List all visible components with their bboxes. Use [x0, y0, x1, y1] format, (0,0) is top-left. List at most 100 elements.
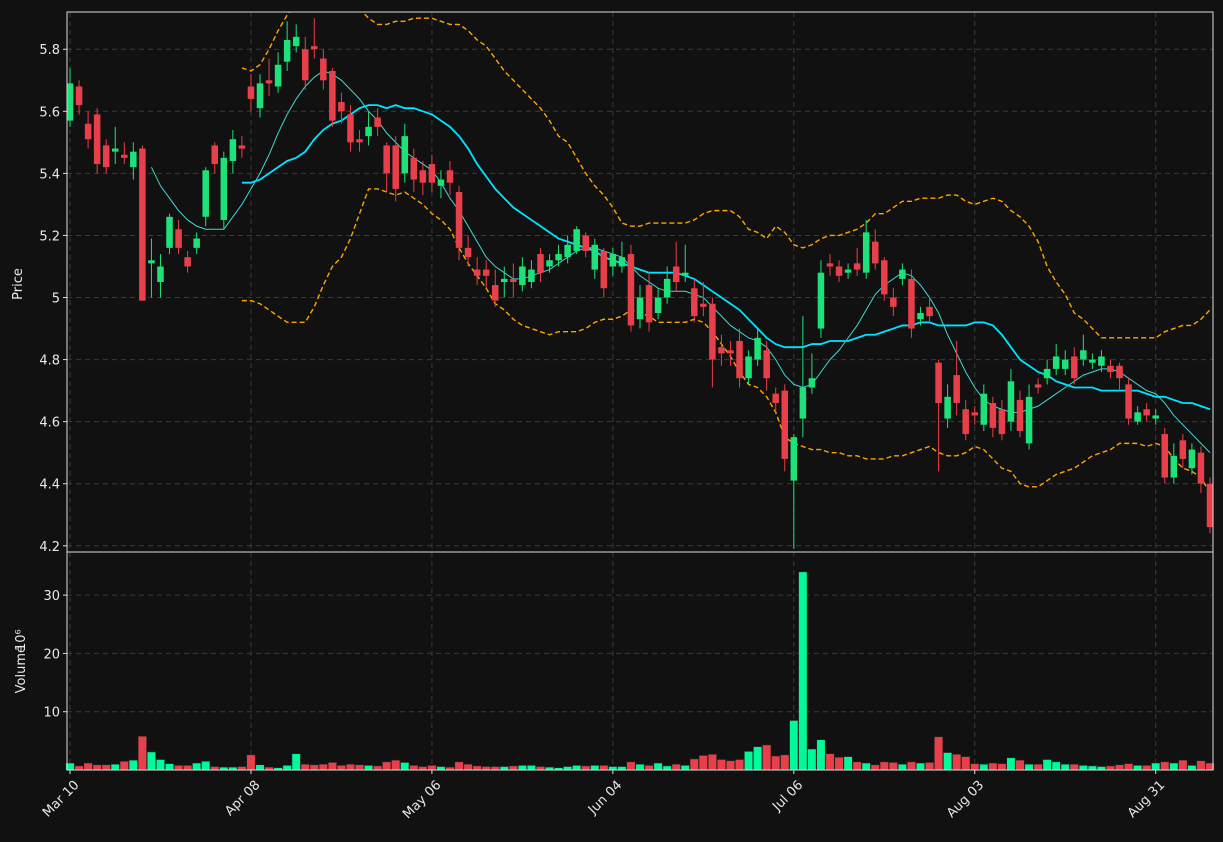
volume-bar [1060, 763, 1070, 771]
candle-body [600, 250, 608, 289]
volume-bar [535, 766, 546, 771]
candle-body [1161, 434, 1169, 478]
candle-body [1197, 452, 1205, 484]
volume-bar [300, 763, 310, 771]
candle-body [1107, 365, 1114, 372]
candle-body [111, 148, 119, 152]
volume-bar [282, 765, 292, 771]
y-tick-label: 5.2 [39, 229, 60, 244]
candle-body [491, 285, 499, 301]
candle-body [455, 192, 463, 248]
volume-bar [481, 766, 491, 771]
volume-bar [834, 756, 844, 771]
candle-body [817, 272, 825, 329]
volume-bar [1187, 765, 1197, 771]
y-tick-label: 5 [52, 292, 60, 307]
candle-body [781, 390, 789, 459]
candle-body [826, 263, 834, 267]
volume-bar [689, 758, 699, 771]
volume-bar [825, 753, 835, 771]
candle-body [211, 145, 219, 165]
volume-bar [291, 753, 301, 771]
volume-bar [354, 764, 365, 771]
candle-body [980, 393, 988, 425]
candle-body [446, 170, 454, 183]
candle-body [256, 83, 264, 109]
candle-body [989, 403, 997, 428]
volume-bar [201, 760, 211, 771]
candle-body [763, 350, 770, 379]
candle-body [510, 278, 517, 282]
volume-bar [581, 765, 591, 771]
y-tick-label: 4.8 [39, 354, 60, 369]
candle-body [84, 123, 92, 140]
volume-bar [780, 754, 790, 771]
candle-body [718, 347, 725, 354]
indicator-line [150, 70, 1211, 454]
volume-bar [716, 759, 726, 771]
volume-bar [454, 761, 464, 771]
volume-bar [526, 765, 536, 771]
candle-body [654, 297, 662, 314]
volume-bar [563, 766, 573, 771]
candle-body [121, 154, 128, 158]
candle-body [102, 145, 110, 168]
candle-body [292, 36, 300, 47]
volume-bar [662, 765, 672, 771]
volume-bar [237, 766, 247, 771]
candle-body [1052, 356, 1060, 369]
volume-bar [508, 765, 518, 771]
volume-bar [1169, 762, 1179, 771]
volume-bar [879, 761, 889, 771]
volume-bar [635, 763, 645, 771]
volume-bar [336, 765, 346, 771]
volume-bar [364, 765, 374, 771]
volume-bar [128, 759, 138, 771]
candle-body [410, 157, 418, 180]
volume-bar [1015, 759, 1025, 771]
candle-body [501, 278, 508, 282]
volume-bar [1196, 760, 1206, 771]
candle-body [691, 288, 698, 317]
volume-bar [861, 762, 871, 771]
volume-bar [1124, 763, 1134, 771]
volume-bar [1024, 763, 1034, 771]
volume-bar [744, 751, 754, 771]
candle-body [482, 269, 490, 276]
volume-bar [210, 766, 220, 771]
candle-body [437, 179, 445, 186]
volume-bar [671, 763, 681, 771]
candle-body [835, 266, 843, 276]
candle-body [853, 263, 861, 270]
volume-bar [680, 765, 690, 771]
candle-body [844, 269, 852, 273]
volume-bar [101, 764, 111, 771]
candle-body [428, 164, 436, 183]
candle-body [365, 126, 372, 137]
volume-bar [246, 754, 256, 771]
volume-bar [734, 759, 745, 771]
volume-bar [1096, 766, 1106, 771]
candle-body [745, 356, 752, 379]
volume-bar [499, 766, 509, 771]
volume-axis-label: Volume [14, 645, 29, 693]
volume-bar [653, 762, 663, 771]
volume-bar [155, 759, 166, 771]
volume-bar [391, 759, 401, 771]
volume-bar [255, 764, 265, 771]
candle-body [935, 362, 942, 404]
volume-bar [517, 765, 527, 771]
candle-body [148, 260, 155, 264]
candle-body [899, 269, 906, 279]
y-tick-label: 5.8 [39, 43, 60, 58]
candle-body [1089, 359, 1096, 363]
volume-bar [1078, 765, 1088, 771]
candle-body [1061, 359, 1069, 369]
volume-bar [897, 763, 907, 771]
candle-body [672, 266, 680, 282]
volume-bar [183, 765, 193, 771]
candle-body [663, 278, 671, 298]
volume-bar [174, 765, 184, 771]
candle-body [283, 39, 291, 62]
candle-body [347, 114, 354, 143]
